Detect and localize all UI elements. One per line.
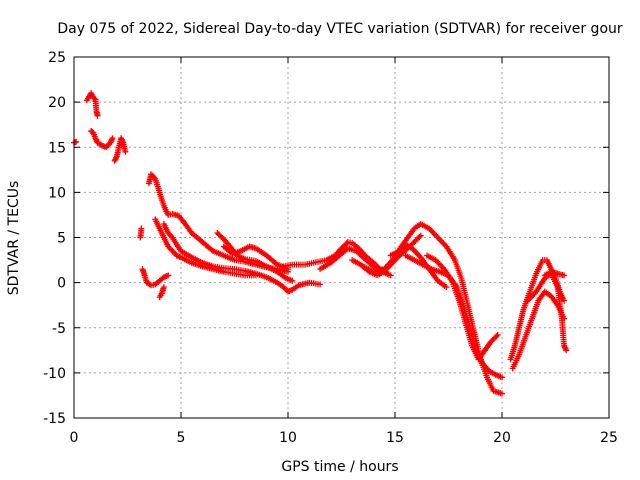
plus-markers bbox=[214, 230, 296, 284]
series-arc-j bbox=[160, 221, 324, 295]
series-arc-e bbox=[137, 225, 145, 241]
plus-markers bbox=[83, 90, 101, 119]
plus-markers bbox=[156, 284, 167, 301]
plus-markers bbox=[424, 252, 501, 363]
y-tick-label: 5 bbox=[57, 231, 66, 247]
data-marks bbox=[71, 90, 570, 397]
x-tick-label: 0 bbox=[70, 430, 79, 446]
y-tick-label: 20 bbox=[48, 95, 66, 111]
y-axis-label: SDTVAR / TECUs bbox=[6, 181, 22, 296]
series-arc-p bbox=[359, 221, 505, 397]
plus-markers bbox=[139, 266, 172, 289]
grid-lines bbox=[74, 57, 609, 418]
series-arc-d bbox=[111, 135, 129, 164]
x-tick-label: 10 bbox=[279, 430, 297, 446]
series-arc-g bbox=[156, 284, 167, 301]
y-tick-label: 0 bbox=[57, 276, 66, 292]
y-tick-label: 25 bbox=[48, 50, 66, 66]
y-tick-label: -15 bbox=[43, 411, 66, 427]
series-arc-w bbox=[524, 270, 570, 354]
y-tick-label: 15 bbox=[48, 140, 66, 156]
x-tick-label: 20 bbox=[493, 430, 511, 446]
series-arc-u bbox=[509, 288, 568, 372]
plus-markers bbox=[111, 135, 129, 164]
y-tick-label: 10 bbox=[48, 185, 66, 201]
plus-markers bbox=[402, 252, 505, 381]
plus-markers bbox=[509, 288, 568, 372]
series-arc-s bbox=[424, 252, 501, 363]
series-arc-a bbox=[71, 138, 80, 146]
series-arc-f bbox=[139, 266, 172, 289]
axis-ticks: 0 5 10 15 20 25 -15 -10 -5 0 5 10 15 20 25 bbox=[43, 50, 618, 446]
plus-markers bbox=[71, 138, 80, 146]
series-arc-r bbox=[402, 252, 505, 381]
series-arc-c bbox=[88, 128, 116, 151]
y-tick-label: -5 bbox=[52, 321, 66, 337]
y-tick-label: -10 bbox=[43, 366, 66, 382]
x-axis-label: GPS time / hours bbox=[281, 459, 398, 475]
x-tick-label: 5 bbox=[177, 430, 186, 446]
series-arc-b bbox=[83, 90, 101, 119]
plus-markers bbox=[359, 221, 505, 397]
plus-markers bbox=[137, 225, 145, 241]
x-tick-label: 25 bbox=[600, 430, 618, 446]
plus-markers bbox=[524, 270, 570, 354]
plus-markers bbox=[160, 221, 324, 295]
x-tick-label: 15 bbox=[386, 430, 404, 446]
series-arc-k bbox=[214, 230, 296, 284]
chart-title: Day 075 of 2022, Sidereal Day-to-day VTE… bbox=[57, 21, 623, 37]
plus-markers bbox=[88, 128, 116, 151]
